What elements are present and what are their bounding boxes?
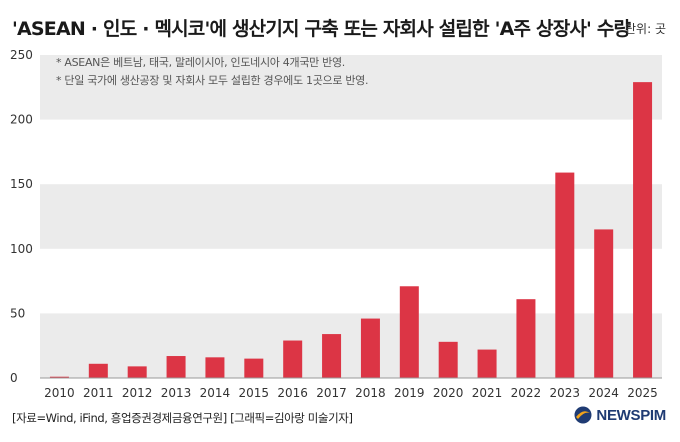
chart-notes: * ASEAN은 베트남, 태국, 말레이시아, 인도네시아 4개국만 반영. … xyxy=(56,56,369,87)
y-tick-label: 100 xyxy=(10,242,33,256)
x-tick-label: 2019 xyxy=(394,386,425,400)
note-1: * ASEAN은 베트남, 태국, 말레이시아, 인도네시아 4개국만 반영. xyxy=(56,56,345,69)
x-tick-label: 2021 xyxy=(472,386,503,400)
logo-mark-icon xyxy=(574,406,592,424)
bar-2010 xyxy=(49,376,69,378)
x-axis-ticks: 2010 2011 2012 2013 2014 2015 2016 2017 2018 2019… xyxy=(44,386,658,400)
bar-2022 xyxy=(516,299,536,378)
bar-2012 xyxy=(127,366,147,378)
x-tick-label: 2025 xyxy=(627,386,658,400)
x-tick-label: 2013 xyxy=(161,386,192,400)
bar-2015 xyxy=(244,358,264,378)
bars xyxy=(49,82,653,378)
bar-2013 xyxy=(166,356,186,378)
y-tick-label: 200 xyxy=(10,113,33,127)
bar-2023 xyxy=(555,172,575,378)
bar-2014 xyxy=(205,357,225,378)
bar-2021 xyxy=(477,349,497,378)
x-tick-label: 2023 xyxy=(550,386,581,400)
newspim-logo: NEWSPIM xyxy=(574,406,666,424)
x-tick-label: 2022 xyxy=(511,386,542,400)
x-tick-label: 2012 xyxy=(122,386,153,400)
x-tick-label: 2010 xyxy=(44,386,75,400)
bar-2024 xyxy=(594,229,614,378)
y-tick-label: 0 xyxy=(10,371,18,385)
x-tick-label: 2016 xyxy=(277,386,308,400)
bar-2017 xyxy=(322,334,342,378)
note-2: * 단일 국가에 생산공장 및 자회사 모두 설립한 경우에도 1곳으로 반영. xyxy=(56,73,368,87)
x-tick-label: 2014 xyxy=(200,386,231,400)
y-tick-label: 250 xyxy=(10,48,33,62)
bar-2020 xyxy=(438,341,458,378)
y-tick-label: 150 xyxy=(10,177,33,191)
x-tick-label: 2024 xyxy=(588,386,619,400)
bar-2019 xyxy=(399,286,419,378)
bar-2011 xyxy=(88,363,108,378)
x-tick-label: 2015 xyxy=(239,386,270,400)
bar-2018 xyxy=(360,318,380,378)
y-axis-ticks: 0 50 100 150 200 250 xyxy=(10,48,33,385)
unit-label: 단위: 곳 xyxy=(625,22,666,36)
logo-text: NEWSPIM xyxy=(596,406,666,424)
bar-2016 xyxy=(283,340,303,378)
x-tick-label: 2020 xyxy=(433,386,464,400)
chart-title: 'ASEAN · 인도 · 멕시코'에 생산기지 구축 또는 자회사 설립한 '… xyxy=(12,18,631,40)
x-tick-label: 2011 xyxy=(83,386,114,400)
x-tick-label: 2018 xyxy=(355,386,386,400)
grid-band xyxy=(40,55,662,120)
source-credit: [자료=Wind, iFind, 흥업증권경제금융연구원] [그래픽=김아랑 미… xyxy=(12,411,353,425)
y-tick-label: 50 xyxy=(10,306,25,320)
bar-2025 xyxy=(633,82,653,378)
x-tick-label: 2017 xyxy=(316,386,347,400)
